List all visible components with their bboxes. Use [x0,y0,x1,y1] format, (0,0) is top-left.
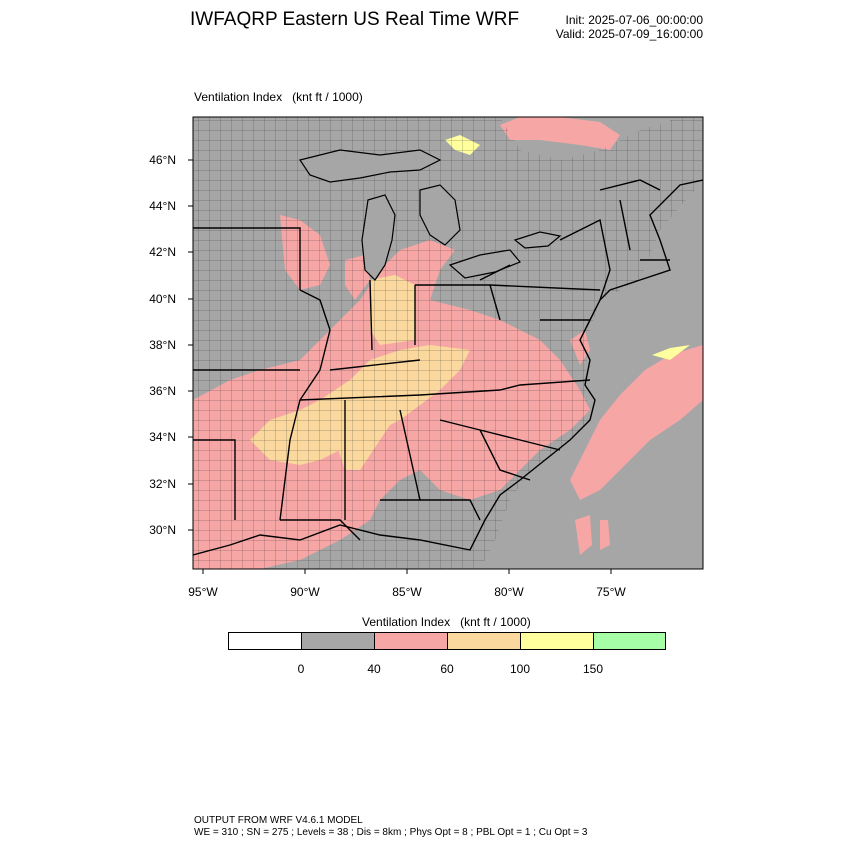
state-boundaries [193,179,670,541]
lon-tick-label: 75°W [596,585,626,599]
legend-bin-0-40 [301,632,375,650]
atlantic-ocean [470,300,703,569]
lon-tick-label: 90°W [290,585,320,599]
lat-tick-label: 42°N [149,245,176,259]
model-config: WE = 310 ; SN = 275 ; Levels = 38 ; Dis … [194,827,588,838]
forecast-times: Init: 2025-07-06_00:00:00 Valid: 2025-07… [520,13,703,41]
model-info-footer: OUTPUT FROM WRF V4.6.1 MODEL WE = 310 ; … [194,815,587,839]
legend-tick-label: 0 [297,662,305,676]
model-version: OUTPUT FROM WRF V4.6.1 MODEL [194,815,363,826]
lat-tick-label: 38°N [149,338,176,352]
legend-bin-60-100 [447,632,521,650]
legend-bin-below-0 [228,632,302,650]
map-field-label: Ventilation Index (knt ft / 1000) [194,90,363,104]
map-field-units: (knt ft / 1000) [292,90,363,104]
legend-field-name: Ventilation Index [362,615,451,629]
latitude-axis: 46°N 44°N 42°N 40°N 38°N 36°N 34°N 32°N … [149,153,193,537]
lat-tick-label: 36°N [149,384,176,398]
legend-bin-100-150 [520,632,594,650]
legend-tick-label: 150 [582,662,604,676]
init-time: Init: 2025-07-06_00:00:00 [565,13,703,27]
county-boundaries [193,117,703,569]
valid-time: Valid: 2025-07-09_16:00:00 [555,27,703,41]
lat-tick-label: 32°N [149,477,176,491]
lon-tick-label: 80°W [494,585,524,599]
coastline [193,179,703,556]
legend-tick-label: 40 [367,662,381,676]
lat-tick-label: 40°N [149,292,176,306]
lon-tick-label: 85°W [392,585,422,599]
legend-bin-40-60 [374,632,448,650]
lat-tick-label: 30°N [149,523,176,537]
plot-title: IWFAQRP Eastern US Real Time WRF [190,9,520,30]
lat-tick-label: 34°N [149,430,176,444]
longitude-axis: 95°W 90°W 85°W 80°W 75°W [188,569,626,599]
legend-tick-label: 100 [509,662,531,676]
legend-tick-label: 60 [440,662,454,676]
great-lakes [299,149,562,281]
legend-units: (knt ft / 1000) [460,615,531,629]
legend-bin-above-150 [593,632,666,650]
map-frame [192,116,704,570]
lon-tick-label: 95°W [188,585,218,599]
legend-title: Ventilation Index (knt ft / 1000) [362,615,531,629]
lat-tick-label: 46°N [149,153,176,167]
lat-tick-label: 44°N [149,199,176,213]
map-field-name: Ventilation Index [194,90,283,104]
